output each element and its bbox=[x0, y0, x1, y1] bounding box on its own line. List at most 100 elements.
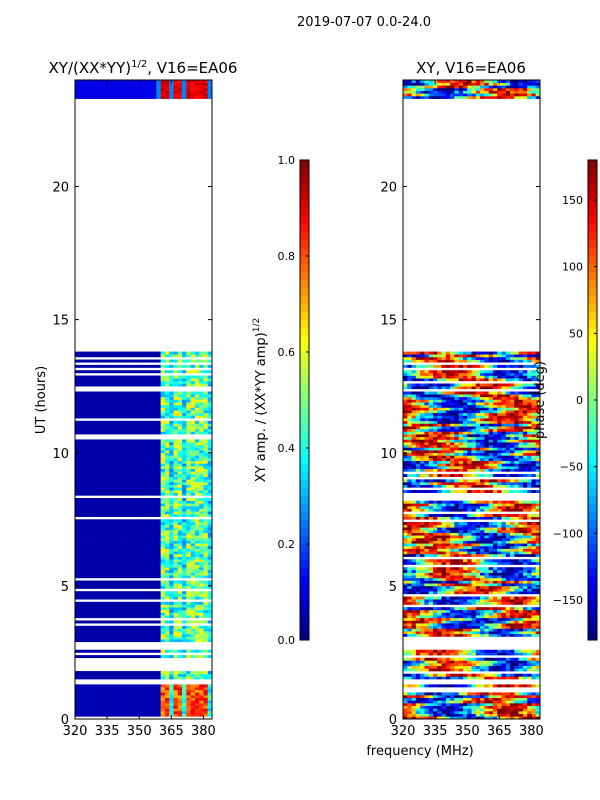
heatmap-cell bbox=[104, 687, 110, 691]
heatmap-cell bbox=[134, 620, 140, 624]
heatmap-cell bbox=[156, 468, 161, 472]
heatmap-cell bbox=[169, 503, 174, 507]
heatmap-cell bbox=[173, 482, 179, 485]
heatmap-cell bbox=[182, 649, 187, 653]
heatmap-cell bbox=[182, 713, 187, 717]
heatmap-cell bbox=[190, 700, 196, 704]
heatmap-cell bbox=[177, 476, 183, 480]
heatmap-cell bbox=[156, 708, 161, 712]
heatmap-cell bbox=[514, 631, 519, 635]
heatmap-cell bbox=[454, 692, 459, 696]
heatmap-cell bbox=[113, 370, 119, 374]
heatmap-cell bbox=[190, 80, 196, 83]
heatmap-cell bbox=[182, 671, 187, 675]
heatmap-cell bbox=[92, 90, 97, 94]
heatmap-cell bbox=[126, 703, 131, 706]
heatmap-cell bbox=[156, 404, 161, 408]
heatmap-cell bbox=[122, 460, 127, 464]
heatmap-cell bbox=[492, 657, 498, 661]
heatmap-cell bbox=[186, 548, 191, 552]
heatmap-cell bbox=[92, 711, 97, 714]
heatmap-cell bbox=[117, 572, 123, 576]
heatmap-cell bbox=[522, 617, 528, 621]
heatmap-cell bbox=[164, 508, 170, 512]
heatmap-cell bbox=[147, 439, 153, 443]
heatmap-cell bbox=[462, 703, 468, 706]
heatmap-cell bbox=[117, 490, 123, 493]
heatmap-cell bbox=[450, 591, 455, 595]
heatmap-cell bbox=[160, 631, 166, 635]
heatmap-cell bbox=[177, 521, 183, 525]
heatmap-cell bbox=[152, 556, 157, 560]
heatmap-cell bbox=[160, 655, 166, 659]
heatmap-cell bbox=[104, 625, 110, 629]
heatmap-cell bbox=[126, 671, 131, 675]
heatmap-cell bbox=[535, 601, 541, 605]
heatmap-cell bbox=[156, 370, 161, 374]
heatmap-cell bbox=[164, 620, 170, 624]
heatmap-cell bbox=[437, 649, 442, 653]
heatmap-cell bbox=[471, 591, 477, 595]
colorbar-segment bbox=[300, 496, 309, 505]
heatmap-cell bbox=[514, 657, 519, 661]
heatmap-cell bbox=[432, 631, 438, 635]
heatmap-cell bbox=[186, 609, 191, 613]
heatmap-cell bbox=[75, 476, 80, 480]
heatmap-cell bbox=[186, 524, 191, 528]
heatmap-cell bbox=[126, 476, 131, 480]
heatmap-cell bbox=[522, 609, 528, 613]
heatmap-cell bbox=[126, 93, 131, 97]
heatmap-cell bbox=[173, 575, 179, 579]
heatmap-cell bbox=[199, 556, 204, 560]
heatmap-cell bbox=[104, 85, 110, 89]
heatmap-cell bbox=[488, 631, 494, 635]
heatmap-cell bbox=[143, 537, 149, 541]
heatmap-cell bbox=[203, 532, 209, 536]
heatmap-cell bbox=[207, 556, 213, 560]
heatmap-cell bbox=[505, 713, 511, 717]
heatmap-cell bbox=[169, 450, 174, 454]
heatmap-cell bbox=[83, 559, 89, 563]
heatmap-cell bbox=[92, 95, 97, 99]
heatmap-cell bbox=[177, 508, 183, 512]
heatmap-cell bbox=[194, 628, 200, 632]
heatmap-cell bbox=[117, 354, 123, 358]
heatmap-cell bbox=[139, 687, 144, 691]
heatmap-cell bbox=[143, 378, 149, 382]
heatmap-cell bbox=[117, 471, 123, 475]
heatmap-cell bbox=[518, 660, 524, 664]
heatmap-cell bbox=[177, 649, 183, 653]
heatmap-cell bbox=[113, 407, 119, 411]
heatmap-cell bbox=[186, 705, 191, 709]
heatmap-cell bbox=[92, 676, 97, 680]
heatmap-cell bbox=[100, 532, 106, 536]
heatmap-cell bbox=[96, 402, 101, 406]
heatmap-cell bbox=[203, 500, 209, 504]
heatmap-cell bbox=[441, 700, 447, 704]
heatmap-cell bbox=[173, 692, 179, 696]
heatmap-cell bbox=[147, 532, 153, 536]
heatmap-cell bbox=[100, 676, 106, 680]
heatmap-cell bbox=[130, 711, 136, 714]
heatmap-cell bbox=[113, 442, 119, 446]
heatmap-cell bbox=[467, 625, 472, 629]
heatmap-cell bbox=[199, 503, 204, 507]
heatmap-cell bbox=[203, 673, 209, 677]
heatmap-cell bbox=[96, 580, 101, 584]
heatmap-cell bbox=[194, 703, 200, 706]
heatmap-cell bbox=[87, 687, 93, 691]
heatmap-cell bbox=[194, 580, 200, 584]
heatmap-cell bbox=[75, 607, 80, 611]
heatmap-cell bbox=[152, 545, 157, 549]
heatmap-cell bbox=[203, 85, 209, 89]
heatmap-cell bbox=[156, 585, 161, 589]
heatmap-cell bbox=[182, 511, 187, 515]
heatmap-cell bbox=[75, 572, 80, 576]
heatmap-cell bbox=[92, 476, 97, 480]
heatmap-cell bbox=[156, 506, 161, 509]
heatmap-cell bbox=[96, 545, 101, 549]
heatmap-cell bbox=[113, 695, 119, 698]
heatmap-cell bbox=[497, 599, 502, 603]
heatmap-cell bbox=[458, 695, 464, 698]
heatmap-cell bbox=[122, 396, 127, 400]
